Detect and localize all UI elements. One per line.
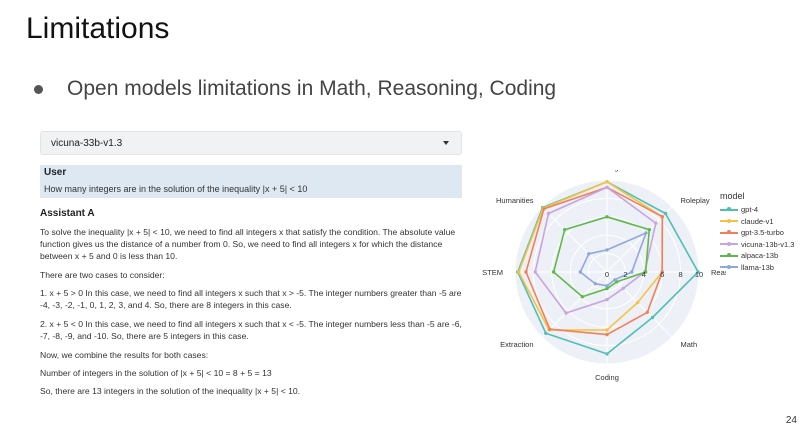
legend-label: vicuna-13b-v1.3 [741, 239, 795, 249]
bullet-dot-icon [34, 84, 43, 94]
legend-swatch-icon [720, 207, 738, 212]
model-select-dropdown[interactable]: vicuna-33b-v1.3 [40, 131, 462, 155]
category-label-humanities: Humanities [496, 196, 534, 205]
radar-spoke [541, 206, 608, 273]
series-point-alpaca-13b [605, 286, 609, 291]
category-label-math: Math [681, 340, 698, 349]
series-point-alpaca-13b [643, 270, 648, 274]
series-point-gpt-4 [696, 270, 700, 274]
series-point-llama-13b [587, 252, 591, 256]
legend-item-alpaca-13b[interactable]: alpaca-13b [720, 250, 794, 262]
series-point-gpt-3.5-turbo [548, 327, 552, 331]
assistant-answer: Assistant A To solve the inequality |x +… [40, 208, 465, 404]
series-point-claude-v1 [635, 300, 640, 305]
legend-label: gpt-3.5-turbo [741, 228, 784, 238]
series-point-gpt-3.5-turbo [660, 215, 664, 219]
series-point-llama-13b [613, 278, 617, 282]
radial-tick-label: 8 [679, 270, 683, 279]
legend-item-gpt-4[interactable]: gpt-4 [720, 204, 794, 216]
legend-swatch-icon [720, 230, 738, 235]
radial-tick-label: 6 [660, 270, 664, 279]
chart-legend: model gpt-4 claude-v1 gpt-3.5-turbo vicuna-… [720, 191, 794, 273]
answer-paragraph: 1. x + 5 > 0 In this case, we need to fi… [40, 288, 462, 310]
series-point-claude-v1 [517, 270, 521, 274]
series-point-gpt-3.5-turbo [542, 207, 546, 211]
chevron-down-icon [443, 141, 449, 145]
user-message: User How many integers are in the soluti… [40, 165, 462, 198]
legend-item-vicuna-13b-v1.3[interactable]: vicuna-13b-v1.3 [720, 239, 794, 251]
legend-swatch-icon [720, 241, 738, 246]
series-point-gpt-4 [544, 331, 548, 335]
legend-label: alpaca-13b [741, 251, 779, 261]
series-point-vicuna-13b-v1.3 [605, 297, 609, 302]
series-point-gpt-4 [650, 315, 655, 320]
user-question: How many integers are in the solution of… [44, 184, 308, 194]
legend-item-claude-v1[interactable]: claude-v1 [720, 216, 794, 228]
series-point-llama-13b [630, 270, 634, 274]
radial-tick-label: 0 [605, 270, 609, 279]
series-point-llama-13b [605, 284, 609, 288]
series-point-gpt-3.5-turbo [660, 270, 664, 274]
series-point-alpaca-13b [580, 295, 584, 299]
answer-paragraph: There are two cases to consider: [40, 270, 165, 280]
series-point-gpt-3.5-turbo [645, 310, 649, 314]
series-point-llama-13b [578, 270, 582, 274]
answer-paragraph: Number of integers in the solution of |x… [40, 368, 272, 378]
series-point-alpaca-13b [551, 270, 556, 274]
assistant-label: Assistant A [40, 208, 95, 219]
legend-title: model [720, 191, 745, 201]
series-point-llama-13b [644, 231, 648, 235]
category-label-writing: Writing [595, 170, 618, 172]
answer-paragraph: To solve the inequality |x + 5| < 10, we… [40, 227, 456, 261]
series-point-vicuna-13b-v1.3 [564, 311, 568, 315]
answer-paragraph: 2. x + 5 < 0 In this case, we need to fi… [40, 319, 462, 341]
series-point-llama-13b [605, 248, 609, 252]
series-point-claude-v1 [605, 180, 609, 184]
category-label-stem: STEM [482, 268, 503, 277]
legend-label: claude-v1 [741, 216, 774, 226]
answer-paragraph: So, there are 13 integers in the solutio… [40, 386, 301, 396]
radar-chart: 0 2 4 6 8 10 Writing Roleplay Reasoning Math Codin… [482, 170, 726, 382]
series-point-vicuna-13b-v1.3 [654, 221, 658, 225]
legend-item-llama-13b[interactable]: llama-13b [720, 262, 794, 274]
model-select-value: vicuna-33b-v1.3 [51, 137, 123, 149]
series-point-gpt-4 [663, 211, 668, 216]
series-point-alpaca-13b [563, 228, 567, 232]
radial-tick-label: 10 [695, 270, 703, 279]
answer-paragraph: Now, we combine the results for both cas… [40, 350, 209, 360]
series-point-gpt-4 [605, 352, 609, 356]
category-label-reasoning: Reasoning [711, 268, 726, 277]
series-point-vicuna-13b-v1.3 [621, 286, 625, 290]
series-point-gpt-3.5-turbo [524, 270, 528, 274]
radial-tick-label: 2 [623, 270, 627, 279]
series-point-claude-v1 [605, 328, 609, 332]
series-point-gpt-3.5-turbo [605, 332, 609, 337]
series-point-vicuna-13b-v1.3 [533, 270, 537, 274]
page-number: 24 [785, 415, 797, 426]
series-point-alpaca-13b [647, 228, 651, 232]
series-point-vicuna-13b-v1.3 [546, 211, 551, 216]
bullet-text: Open models limitations in Math, Reasoni… [67, 77, 557, 100]
series-point-vicuna-13b-v1.3 [605, 185, 609, 190]
legend-label: llama-13b [741, 262, 774, 272]
series-point-alpaca-13b [605, 215, 609, 219]
category-label-extraction: Extraction [500, 340, 533, 349]
legend-swatch-icon [720, 253, 738, 258]
radial-tick-label: 4 [642, 270, 646, 279]
user-label: User [44, 167, 67, 178]
slide-title: Limitations [26, 12, 170, 45]
category-label-roleplay: Roleplay [681, 196, 710, 205]
category-label-coding: Coding [595, 373, 619, 382]
legend-swatch-icon [720, 264, 738, 269]
legend-swatch-icon [720, 218, 738, 223]
legend-label: gpt-4 [741, 205, 759, 215]
legend-item-gpt-3.5-turbo[interactable]: gpt-3.5-turbo [720, 227, 794, 239]
bullet-point: Open models limitations in Math, Reasoni… [34, 77, 556, 101]
series-point-llama-13b [593, 282, 597, 286]
